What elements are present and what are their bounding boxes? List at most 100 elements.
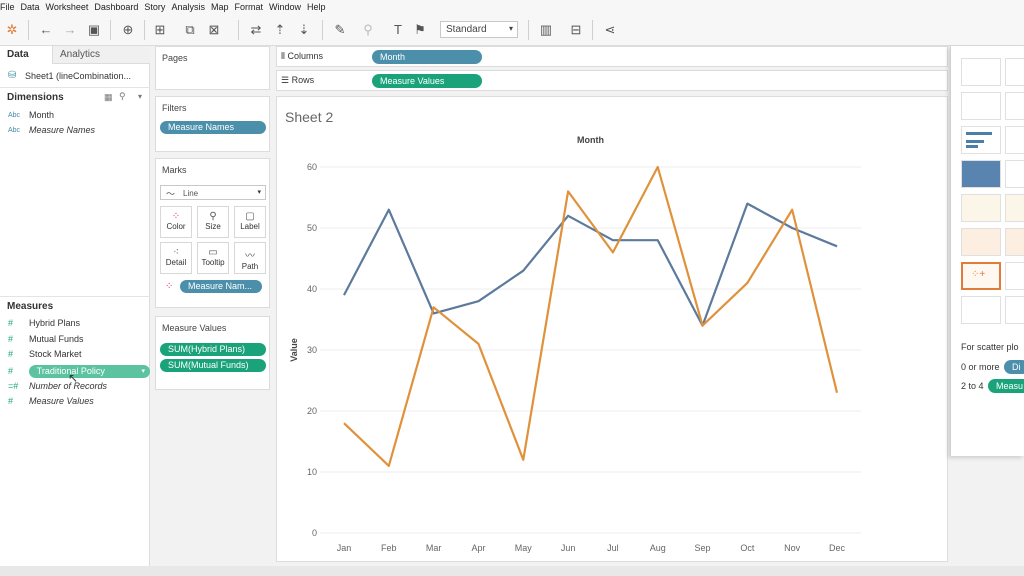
size-button[interactable]: ⚲ Size [197,206,229,238]
redo-icon[interactable]: → [63,22,77,37]
chart-type-filled-map[interactable] [1005,92,1024,120]
new-worksheet-icon[interactable]: ⊞ [154,22,166,37]
chevron-down-icon[interactable]: ▾ [141,367,145,375]
filters-card[interactable]: Filters Measure Names [155,96,270,152]
swap-rows-columns-icon[interactable]: ⇄ [250,22,262,37]
menu-map[interactable]: Map [210,2,229,12]
selected-field-pill[interactable]: Traditional Policy ▾ [28,364,150,378]
view-options-icon[interactable]: ▦ [104,92,113,102]
field-label: Number of Records [29,381,108,391]
chart-type-stacked-bars[interactable] [1005,126,1024,154]
chart-type-symbol-map[interactable] [961,92,1001,120]
measure-values-title: Measure Values [162,323,227,333]
presentation-mode-icon[interactable]: ⊟ [570,22,582,37]
hint-measure-pill: Measu [988,379,1024,393]
mouse-cursor-icon: ↖ [68,371,79,385]
group-members-icon[interactable]: ⚲ [363,22,373,37]
menu-analysis[interactable]: Analysis [171,2,205,12]
tab-data[interactable]: Data [0,46,52,64]
chart-type-scatter-plot[interactable]: ⁘+ [961,262,1001,290]
hint-line-2: 2 to 4 Measu [961,379,1024,393]
rows-shelf[interactable]: ☰ Rows Measure Values [276,70,948,91]
detail-button[interactable]: ⁖ Detail [160,242,192,274]
chart-type-area-continuous[interactable] [961,228,1001,256]
columns-label: ⦀ Columns [281,51,323,62]
menu-data[interactable]: Data [20,2,40,12]
menu-help[interactable]: Help [307,2,326,12]
chart-type-gantt[interactable] [1005,296,1024,324]
toolbar-separator [528,20,529,40]
chart-type-text-table[interactable] [961,58,1001,86]
field-measure-names[interactable]: Abc Measure Names [8,125,95,135]
mark-type-dropdown[interactable]: 〜 Line ▾ [160,185,266,200]
x-tick-label: Jul [607,543,619,553]
path-button[interactable]: 〰 Path [234,242,266,274]
new-datasource-icon[interactable]: ⊕ [122,22,134,37]
datasource-row[interactable]: ⛁ Sheet1 (lineCombination... [0,64,150,88]
sheet-tabs-bar[interactable] [0,566,1024,576]
field-traditional-policy[interactable]: # Traditional Policy ▾ [8,364,150,378]
share-icon[interactable]: ⋖ [604,22,616,37]
tableau-logo-icon[interactable]: ✲ [6,22,18,37]
menu-worksheet[interactable]: Worksheet [45,2,89,12]
label-button[interactable]: ▢ Label [234,206,266,238]
columns-pill-month[interactable]: Month [372,50,482,64]
clear-sheet-icon[interactable]: ⊠ [208,22,220,37]
chart-type-histogram[interactable] [1005,262,1024,290]
pane-divider[interactable] [0,296,150,297]
datasource-name: Sheet1 (lineCombination... [25,71,132,81]
show-labels-icon[interactable]: T [394,22,402,37]
size-icon: ⚲ [209,211,217,222]
show-cards-icon[interactable]: ▥ [539,22,553,37]
series-line-1 [343,202,838,327]
chevron-down-icon[interactable]: ▾ [138,92,143,101]
field-measure-values[interactable]: # Measure Values [8,396,94,406]
chart-type-lines-continuous[interactable] [961,194,1001,222]
fit-dropdown[interactable]: Standard ▾ [440,21,518,38]
mv-pill-mutual-funds[interactable]: SUM(Mutual Funds) [160,359,266,372]
filter-pill-measure-names[interactable]: Measure Names [160,121,266,134]
fix-axes-icon[interactable]: ⚑ [414,22,426,37]
field-stock-market[interactable]: # Stock Market [8,349,82,359]
undo-icon[interactable]: ← [39,22,53,37]
pages-card[interactable]: Pages [155,46,270,90]
hint-dimension-pill: Di [1004,360,1024,374]
chart-type-area-discrete[interactable] [1005,228,1024,256]
tab-analytics[interactable]: Analytics [52,46,150,64]
save-icon[interactable]: ▣ [87,22,101,37]
chart-type-lines-discrete[interactable] [1005,194,1024,222]
menu-dashboard[interactable]: Dashboard [94,2,139,12]
rows-pill-measure-values[interactable]: Measure Values [372,74,482,88]
x-tick-label: Aug [650,543,666,553]
columns-shelf[interactable]: ⦀ Columns Month [276,46,948,67]
menu-window[interactable]: Window [268,2,301,12]
tooltip-button[interactable]: ▭ Tooltip [197,242,229,274]
menu-format[interactable]: Format [234,2,263,12]
chart-type-heat-map[interactable] [1005,58,1024,86]
sort-ascending-icon[interactable]: ⇡ [274,22,286,37]
field-number-of-records[interactable]: =# Number of Records [8,381,107,391]
menu-file[interactable]: File [0,2,15,12]
field-hybrid-plans[interactable]: # Hybrid Plans [8,318,80,328]
chart-type-treemap[interactable] [961,160,1001,188]
highlight-icon[interactable]: ✎ [334,22,346,37]
view-canvas: Sheet 2 Month Value 0 10 20 30 40 50 60 Jan Feb Mar… [276,96,948,562]
label-icon: ▢ [245,211,255,222]
color-button[interactable]: ⁘ Color [160,206,192,238]
chart-type-circle-view[interactable] [1005,160,1024,188]
marks-pill-measure-names[interactable]: Measure Nam... [180,280,262,293]
field-month[interactable]: Abc Month [8,110,54,120]
toolbar-separator [592,20,593,40]
sort-descending-icon[interactable]: ⇣ [298,22,310,37]
field-mutual-funds[interactable]: # Mutual Funds [8,334,84,344]
duplicate-sheet-icon[interactable]: ⧉ [185,22,195,37]
x-tick-label: Jan [337,543,352,553]
chart-type-box-plot[interactable] [961,296,1001,324]
mv-pill-hybrid-plans[interactable]: SUM(Hybrid Plans) [160,343,266,356]
bar-icon [966,145,978,148]
number-type-icon: # [8,318,14,328]
series-line-2 [343,165,839,467]
menu-story[interactable]: Story [144,2,166,12]
search-icon[interactable]: ⚲ [119,91,126,101]
chart-type-horizontal-bars[interactable] [961,126,1001,154]
